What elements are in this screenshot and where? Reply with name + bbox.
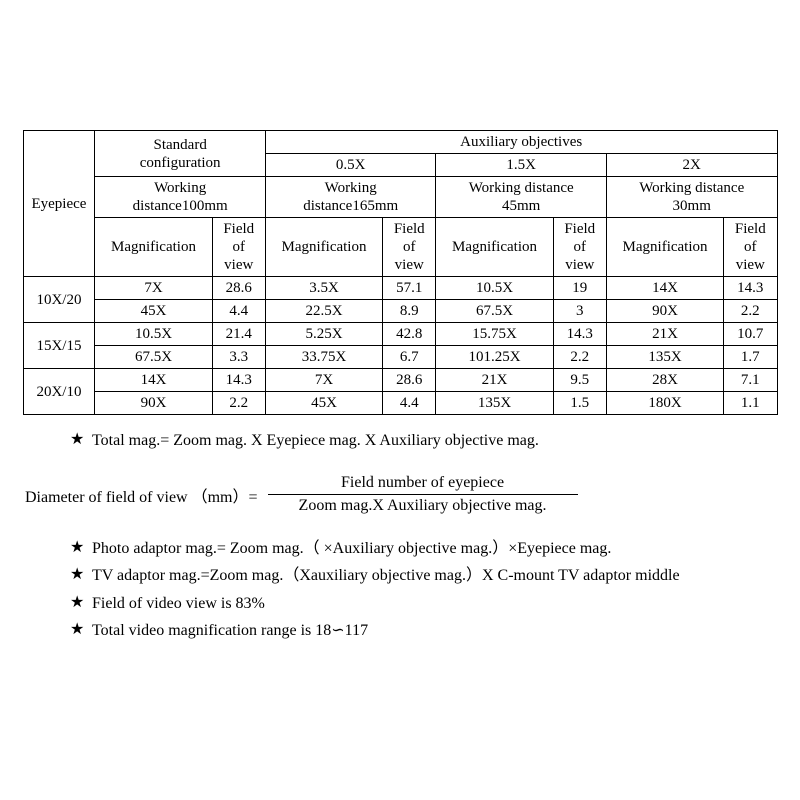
eyepiece-cell: 20X/10	[23, 369, 95, 415]
star-icon: ★	[70, 592, 92, 612]
star-icon: ★	[70, 429, 92, 449]
header-mag-0: Magnification	[95, 218, 212, 277]
table-row: 10X/20 7X28.6 3.5X57.1 10.5X19 14X14.3	[23, 277, 777, 300]
header-wd-1: Workingdistance165mm	[265, 177, 436, 218]
note-text: Total video magnification range is 18∽11…	[92, 619, 780, 642]
formula-lhs: Diameter of field of view （mm）=	[25, 483, 258, 507]
header-mag-1: Magnification	[265, 218, 382, 277]
header-fov-2: Fieldofview	[553, 218, 606, 277]
notes-section-2: ★ Photo adaptor mag.= Zoom mag.（ ×Auxili…	[70, 537, 780, 642]
table-row: 15X/15 10.5X21.4 5.25X42.8 15.75X14.3 21…	[23, 323, 777, 346]
star-icon: ★	[70, 619, 92, 639]
header-wd-2: Working distance45mm	[436, 177, 607, 218]
note-text: Total mag.= Zoom mag. X Eyepiece mag. X …	[92, 429, 780, 452]
header-eyepiece: Eyepiece	[23, 131, 95, 277]
note-line: ★ TV adaptor mag.=Zoom mag.（Xauxiliary o…	[70, 564, 780, 587]
header-fov-3: Fieldofview	[724, 218, 777, 277]
header-aux-2: 2X	[606, 154, 777, 177]
header-mag-3: Magnification	[606, 218, 723, 277]
note-line: ★ Photo adaptor mag.= Zoom mag.（ ×Auxili…	[70, 537, 780, 560]
page: Eyepiece Standardconfiguration Auxiliary…	[0, 0, 800, 666]
header-wd-3: Working distance30mm	[606, 177, 777, 218]
header-aux-0: 0.5X	[265, 154, 436, 177]
note-line: ★ Total video magnification range is 18∽…	[70, 619, 780, 642]
star-icon: ★	[70, 537, 92, 557]
header-aux-objectives: Auxiliary objectives	[265, 131, 777, 154]
formula: Diameter of field of view （mm）= Field nu…	[25, 474, 780, 515]
header-fov-0: Fieldofview	[212, 218, 265, 277]
table-row: 45X4.4 22.5X8.9 67.5X3 90X2.2	[23, 300, 777, 323]
header-std-config: Standardconfiguration	[95, 131, 266, 177]
header-aux-1: 1.5X	[436, 154, 607, 177]
note-text: Photo adaptor mag.= Zoom mag.（ ×Auxiliar…	[92, 537, 780, 560]
formula-numerator: Field number of eyepiece	[333, 474, 512, 494]
table-row: 90X2.2 45X4.4 135X1.5 180X1.1	[23, 392, 777, 415]
note-line: ★ Total mag.= Zoom mag. X Eyepiece mag. …	[70, 429, 780, 452]
spec-table: Eyepiece Standardconfiguration Auxiliary…	[23, 130, 778, 415]
header-wd-0: Workingdistance100mm	[95, 177, 266, 218]
formula-fraction: Field number of eyepiece Zoom mag.X Auxi…	[268, 474, 578, 515]
eyepiece-cell: 15X/15	[23, 323, 95, 369]
table-row: 67.5X3.3 33.75X6.7 101.25X2.2 135X1.7	[23, 346, 777, 369]
notes-section: ★ Total mag.= Zoom mag. X Eyepiece mag. …	[70, 429, 780, 452]
star-icon: ★	[70, 564, 92, 584]
note-text: TV adaptor mag.=Zoom mag.（Xauxiliary obj…	[92, 564, 780, 587]
note-text: Field of video view is 83%	[92, 592, 780, 615]
table-row: 20X/10 14X14.3 7X28.6 21X9.5 28X7.1	[23, 369, 777, 392]
formula-denominator: Zoom mag.X Auxiliary objective mag.	[291, 495, 555, 515]
note-line: ★ Field of video view is 83%	[70, 592, 780, 615]
eyepiece-cell: 10X/20	[23, 277, 95, 323]
header-fov-1: Fieldofview	[383, 218, 436, 277]
header-mag-2: Magnification	[436, 218, 553, 277]
